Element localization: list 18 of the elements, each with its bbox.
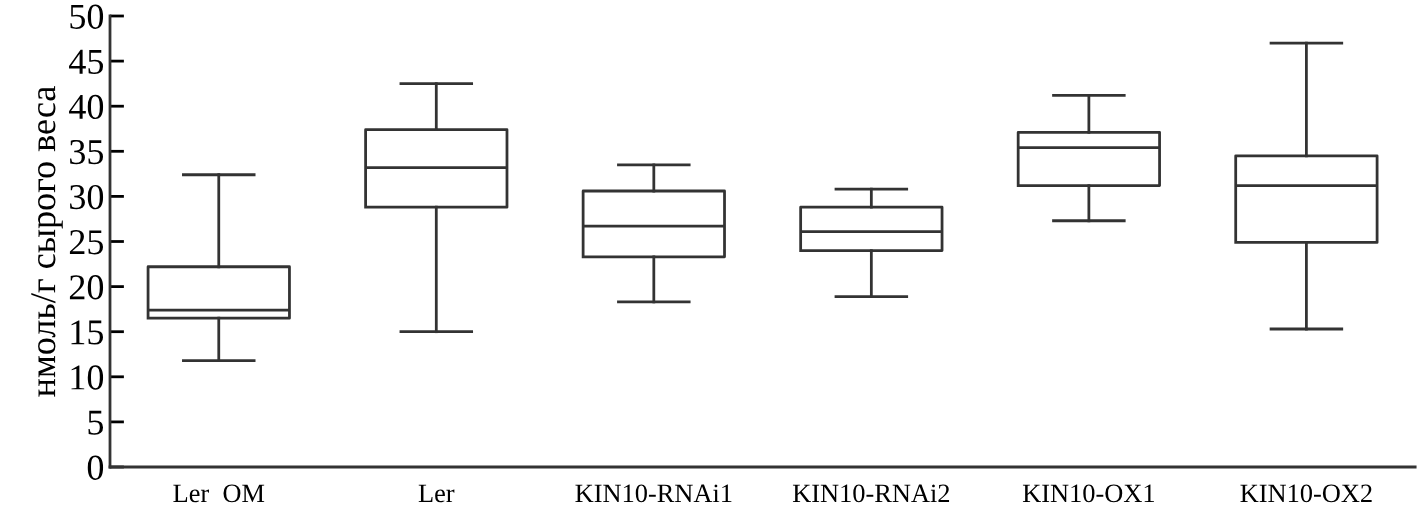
y-tick-label: 25 bbox=[69, 230, 104, 255]
y-tick-label: 15 bbox=[71, 320, 104, 345]
x-tick-label: Ler OM bbox=[173, 484, 265, 503]
y-tick-label: 35 bbox=[70, 139, 104, 165]
y-tick-label: 30 bbox=[70, 184, 104, 210]
y-tick-label: 45 bbox=[69, 49, 104, 74]
y-tick-label: 20 bbox=[69, 275, 104, 300]
y-tick-label: 10 bbox=[71, 365, 104, 390]
x-tick-label: Ler bbox=[418, 484, 455, 503]
x-tick-label: KIN10-RNAi1 bbox=[575, 484, 732, 503]
y-tick-label: 40 bbox=[69, 94, 104, 120]
y-axis-title: нмоль/г сырого веса bbox=[31, 86, 63, 397]
x-tick-label: KIN10-OX1 bbox=[1022, 484, 1154, 503]
y-tick-label: 0 bbox=[87, 455, 104, 480]
x-tick-label: KIN10-RNAi2 bbox=[792, 484, 950, 503]
y-tick-label: 50 bbox=[70, 4, 104, 29]
y-tick-label: 5 bbox=[88, 410, 104, 435]
x-tick-label: KIN10-OX2 bbox=[1240, 484, 1372, 503]
